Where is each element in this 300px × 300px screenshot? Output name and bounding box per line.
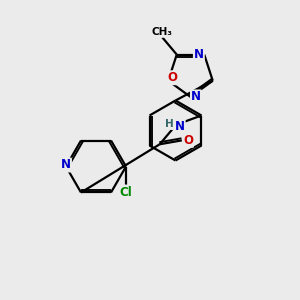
Text: N: N [61,158,71,172]
Text: H: H [165,119,174,129]
Text: N: N [191,90,201,104]
Text: O: O [183,134,193,147]
Text: N: N [175,120,185,133]
Text: CH₃: CH₃ [152,27,173,37]
Text: O: O [168,71,178,84]
Text: N: N [194,48,204,61]
Text: Cl: Cl [120,185,132,199]
